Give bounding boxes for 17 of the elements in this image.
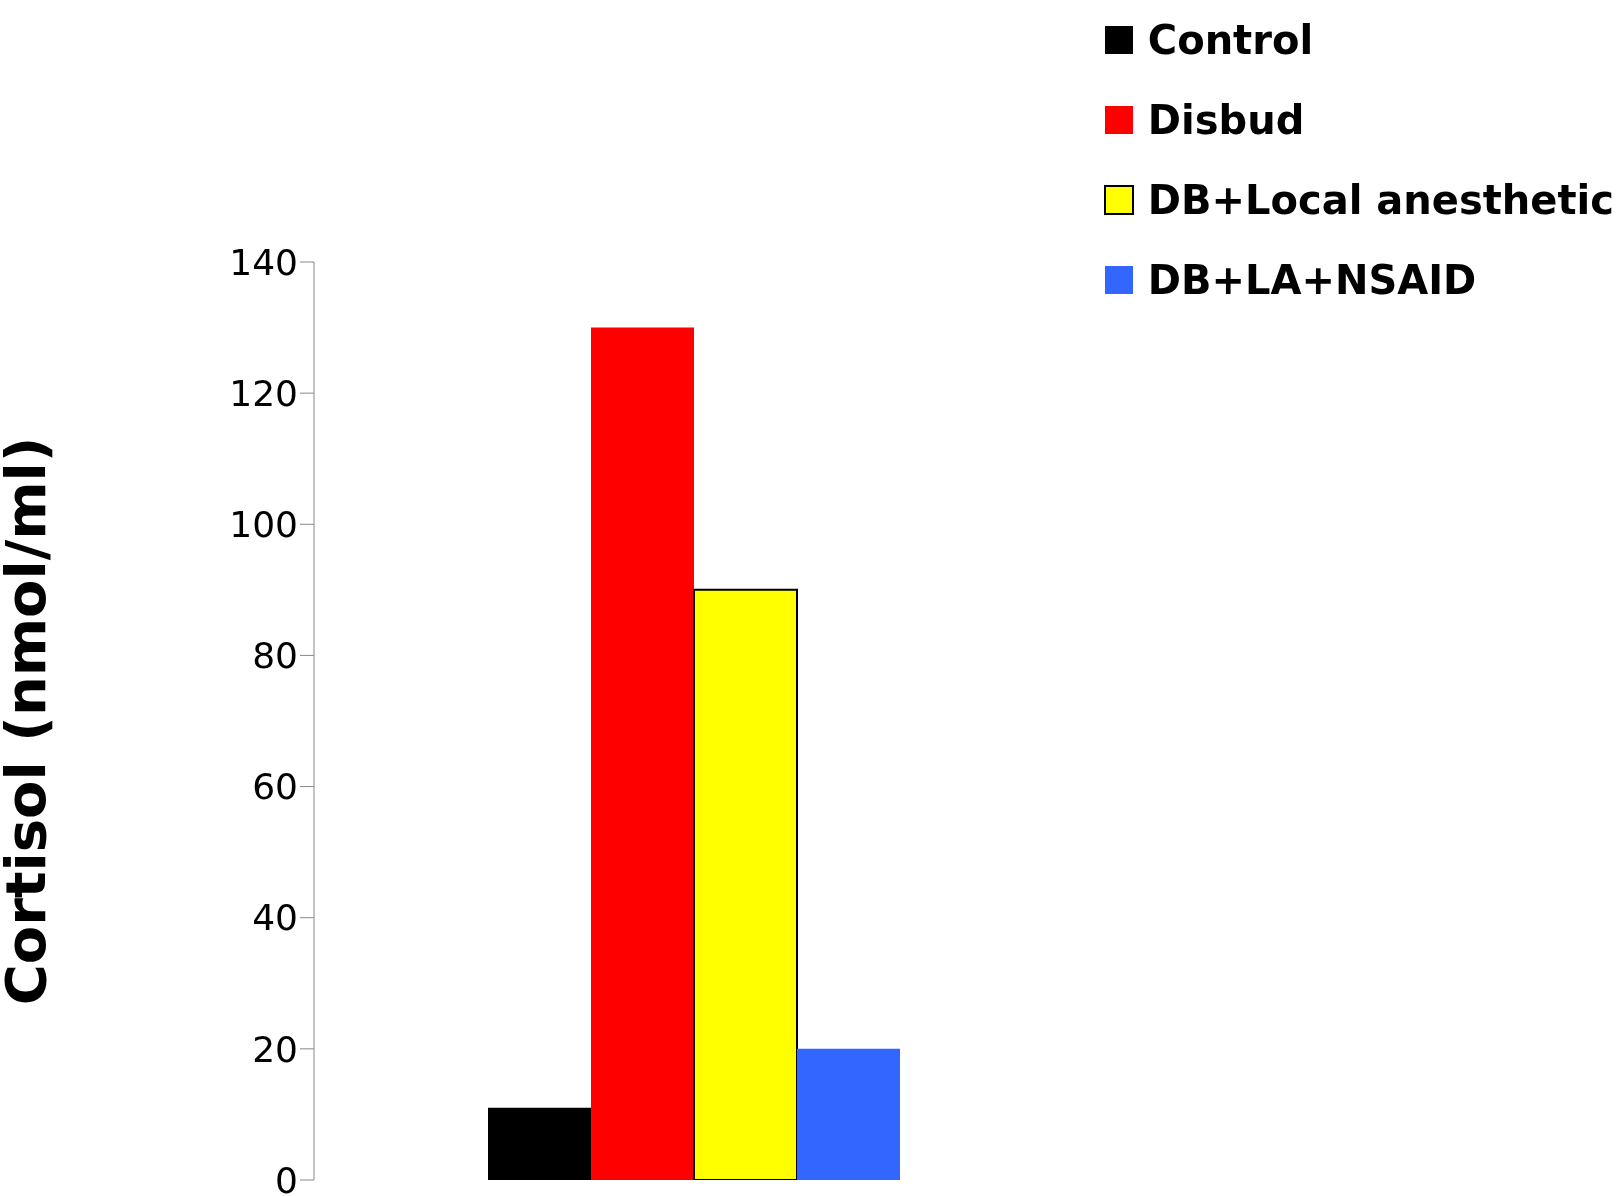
y-tick-label: 140: [229, 241, 298, 283]
bar: [797, 1048, 900, 1180]
bar: [591, 327, 694, 1180]
y-tick-label: 120: [229, 372, 298, 414]
legend-label: Disbud: [1147, 97, 1305, 143]
y-tick-label: 20: [252, 1028, 298, 1070]
legend-label: DB+Local anesthetic: [1147, 177, 1614, 223]
y-tick-label: 40: [252, 897, 298, 939]
y-tick-label: 80: [252, 635, 298, 677]
y-axis-title: Cortisol (nmol/ml): [0, 436, 58, 1006]
y-tick-label: 0: [275, 1159, 298, 1196]
bar: [488, 1107, 591, 1180]
legend-label: Control: [1147, 17, 1314, 63]
bar: [693, 588, 798, 1180]
y-tick-label: 100: [229, 504, 298, 546]
legend-label: DB+LA+NSAID: [1147, 257, 1477, 303]
y-tick-label: 60: [252, 766, 298, 808]
